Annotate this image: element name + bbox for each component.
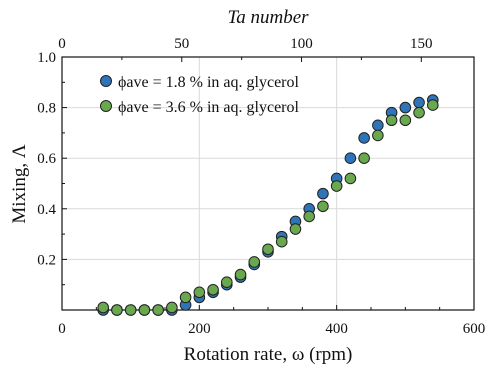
data-point-series-1 bbox=[344, 152, 357, 164]
data-point-series-2 bbox=[262, 243, 274, 256]
data-point-series-2 bbox=[399, 114, 412, 127]
x-tick-label: 200 bbox=[188, 321, 211, 337]
grid bbox=[62, 57, 474, 310]
top-tick-label: 150 bbox=[410, 36, 433, 52]
data-point-series-1 bbox=[372, 119, 384, 132]
data-point-series-2 bbox=[234, 268, 247, 281]
top-tick-label: 100 bbox=[290, 36, 313, 52]
top-tick-label: 50 bbox=[174, 36, 189, 52]
data-point-series-2 bbox=[97, 301, 109, 314]
legend-marker-2 bbox=[100, 100, 112, 112]
data-point-series-2 bbox=[207, 283, 219, 296]
y-tick-label: 0.8 bbox=[37, 101, 56, 117]
data-point-series-2 bbox=[427, 99, 439, 111]
data-point-series-2 bbox=[111, 304, 123, 316]
data-point-series-2 bbox=[248, 256, 261, 268]
x-axis-title: Rotation rate, ω (rpm) bbox=[184, 344, 353, 365]
y-tick-label: 0.4 bbox=[37, 202, 56, 218]
data-point-series-2 bbox=[385, 114, 398, 127]
legend: ϕave = 1.8 % in aq. glycerol ϕave = 3.6 … bbox=[100, 74, 300, 116]
x-tick-label: 0 bbox=[58, 321, 66, 337]
legend-marker-1 bbox=[100, 75, 112, 87]
data-point-series-2 bbox=[289, 223, 302, 235]
legend-label-2: ϕave = 3.6 % in aq. glycerol bbox=[118, 99, 300, 116]
top-axis-title: Ta number bbox=[227, 7, 309, 28]
data-point-series-1 bbox=[399, 101, 412, 114]
plot-frame bbox=[61, 56, 475, 311]
y-tick-label: 0.2 bbox=[37, 252, 56, 268]
data-point-series-2 bbox=[344, 172, 357, 185]
data-point-series-2 bbox=[152, 304, 164, 316]
data-point-series-2 bbox=[317, 200, 329, 213]
data-points bbox=[97, 94, 439, 316]
data-point-series-1 bbox=[413, 96, 425, 109]
data-point-series-2 bbox=[138, 304, 151, 316]
x-tick-label: 400 bbox=[325, 321, 348, 337]
data-point-series-2 bbox=[358, 152, 370, 164]
y-axis-title: Mixing, Λ bbox=[9, 144, 30, 223]
data-point-series-2 bbox=[330, 180, 343, 192]
data-point-series-2 bbox=[303, 210, 316, 223]
data-point-series-2 bbox=[124, 304, 137, 316]
legend-entry-1: ϕave = 1.8 % in aq. glycerol bbox=[100, 74, 300, 91]
top-tick-label: 0 bbox=[58, 36, 66, 52]
data-point-series-2 bbox=[275, 235, 288, 248]
y-tick-label: 0.6 bbox=[37, 151, 56, 167]
x-tick-label: 600 bbox=[463, 321, 486, 337]
y-tick-label: 1.0 bbox=[37, 50, 56, 66]
legend-entry-2: ϕave = 3.6 % in aq. glycerol bbox=[100, 99, 300, 116]
data-point-series-2 bbox=[179, 291, 192, 304]
data-point-series-2 bbox=[372, 129, 384, 142]
data-point-series-1 bbox=[358, 132, 370, 144]
data-point-series-2 bbox=[193, 286, 206, 299]
legend-label-1: ϕave = 1.8 % in aq. glycerol bbox=[118, 74, 300, 91]
data-point-series-1 bbox=[317, 187, 329, 200]
data-point-series-2 bbox=[413, 106, 425, 119]
data-point-series-2 bbox=[221, 276, 233, 288]
data-point-series-2 bbox=[166, 301, 178, 314]
